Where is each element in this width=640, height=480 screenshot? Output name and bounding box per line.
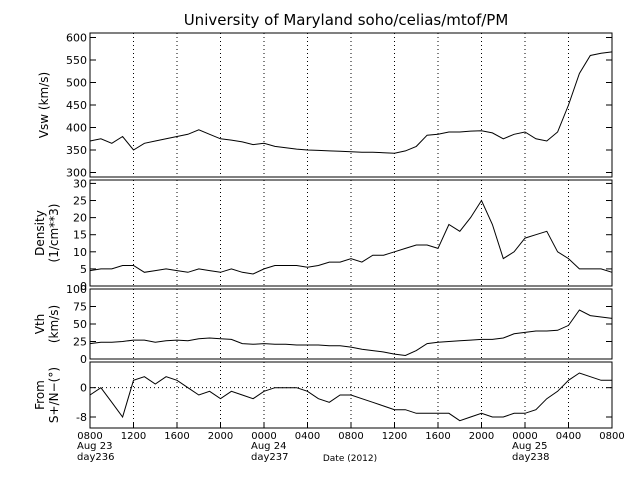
x-tick-label: 2000 xyxy=(469,431,494,442)
y-axis-label: Density xyxy=(33,210,47,256)
series-line-vsw xyxy=(89,51,613,154)
y-tick-label: 0 xyxy=(80,353,87,366)
x-tick-label: 2000 xyxy=(208,431,233,442)
x-tick-label: 0400 xyxy=(556,431,581,442)
panel-frame xyxy=(89,288,613,360)
date-label: Aug 23 xyxy=(77,441,112,452)
x-axis: 0800 1200 1600 2000 0000 0400 0800 1200 1600 2000… xyxy=(77,422,625,463)
x-tick-label: 1200 xyxy=(382,431,407,442)
y-tick-label: 600 xyxy=(66,32,87,45)
y-tick-label: 20 xyxy=(73,212,87,225)
x-tick-label: 1600 xyxy=(164,431,189,442)
panel-frame xyxy=(89,179,613,287)
series-line-vth xyxy=(89,309,613,357)
x-tick-label: 0000 xyxy=(512,431,537,442)
y-tick-label: 10 xyxy=(73,246,87,259)
x-tick-label: 0800 xyxy=(338,431,363,442)
x-tick-label: 0000 xyxy=(251,431,276,442)
y-axis-label: From xyxy=(33,380,47,410)
y-tick-label: 100 xyxy=(66,283,87,296)
y-tick-label: 30 xyxy=(73,177,87,190)
y-axis-label: (km/s) xyxy=(47,305,61,343)
series-line-from xyxy=(89,372,612,422)
x-tick-label: 0800 xyxy=(599,431,624,442)
x-tick-label: 0800 xyxy=(77,431,102,442)
date-label: day237 xyxy=(251,452,288,463)
series-line-density xyxy=(89,199,613,275)
y-tick-label: 350 xyxy=(66,144,87,157)
y-tick-label: -8 xyxy=(76,411,87,424)
y-tick-label: 25 xyxy=(73,195,87,208)
x-tick-label: 1600 xyxy=(425,431,450,442)
y-tick-label: 50 xyxy=(73,318,87,331)
y-tick-label: 15 xyxy=(73,229,87,242)
panel-from: -8 0 From S+/N−(°) xyxy=(33,361,613,429)
x-axis-label: Date (2012) xyxy=(323,454,377,464)
panel-density: 0 5 10 15 20 25 30 Density (1/cm**3) xyxy=(33,177,613,293)
y-tick-label: 5 xyxy=(80,263,87,276)
y-tick-label: 25 xyxy=(73,336,87,349)
panel-vsw: 300 350 400 450 500 550 600 Vsw (km/s) xyxy=(37,32,613,180)
y-tick-label: 550 xyxy=(66,54,87,67)
y-tick-label: 500 xyxy=(66,77,87,90)
chart-title: University of Maryland soho/celias/mtof/… xyxy=(184,11,509,29)
y-tick-label: 400 xyxy=(66,122,87,135)
y-axis-label: S+/N−(°) xyxy=(47,367,61,423)
y-tick-label: 0 xyxy=(80,382,87,395)
y-axis-label: Vsw (km/s) xyxy=(37,72,51,138)
y-tick-label: 0 xyxy=(80,280,87,293)
x-tick-label: 0400 xyxy=(295,431,320,442)
date-label: Aug 25 xyxy=(512,441,547,452)
x-tick-label: 1200 xyxy=(121,431,146,442)
y-tick-label: 450 xyxy=(66,99,87,112)
y-axis-label: Vth xyxy=(33,314,47,335)
date-label: Aug 24 xyxy=(251,441,286,452)
panel-vth: 0 25 50 75 100 Vth (km/s) xyxy=(33,283,613,366)
date-label: day238 xyxy=(512,452,549,463)
y-axis-label: (1/cm**3) xyxy=(47,204,61,263)
y-tick-label: 75 xyxy=(73,301,87,314)
y-tick-label: 300 xyxy=(66,167,87,180)
date-label: day236 xyxy=(77,452,114,463)
panel-frame xyxy=(89,32,613,178)
